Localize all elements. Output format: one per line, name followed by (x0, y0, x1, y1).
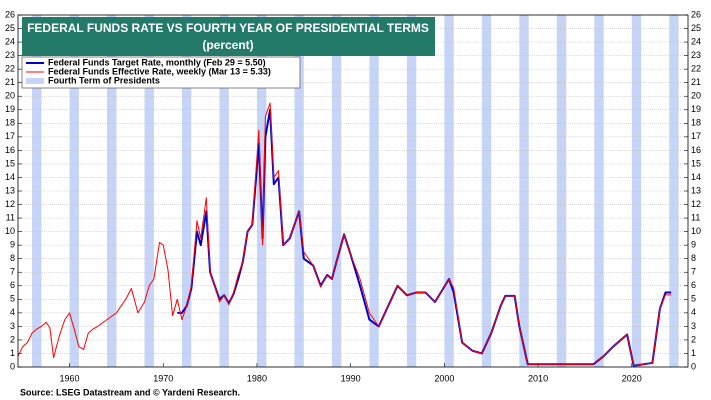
term-band (294, 15, 304, 367)
term-band (556, 15, 567, 367)
y2-tick-label: 11 (691, 212, 700, 222)
x-tick-label: 1970 (153, 373, 173, 383)
y2-tick-label: 6 (691, 280, 696, 290)
y-tick-label: 2 (10, 334, 15, 344)
y2-tick-label: 15 (691, 158, 701, 168)
term-band (107, 15, 117, 367)
y-tick-label: 21 (5, 77, 15, 87)
x-tick-label: 1990 (341, 373, 361, 383)
y2-tick-label: 18 (691, 118, 701, 128)
y2-tick-label: 20 (691, 91, 701, 101)
y2-tick-label: 23 (691, 50, 701, 60)
y-tick-label: 8 (10, 253, 15, 263)
x-tick-label: 1980 (247, 373, 267, 383)
y-tick-label: 9 (10, 240, 15, 250)
y2-tick-label: 19 (691, 104, 701, 114)
y2-tick-label: 25 (691, 23, 701, 33)
chart-title: FEDERAL FUNDS RATE VS FOURTH YEAR OF PRE… (27, 21, 429, 35)
y-tick-label: 10 (5, 226, 15, 236)
legend-label: Fourth Term of Presidents (48, 75, 160, 85)
term-band (144, 15, 154, 367)
y2-tick-label: 9 (691, 240, 696, 250)
y2-tick-label: 14 (691, 172, 701, 182)
y2-tick-label: 17 (691, 131, 701, 141)
legend-label: Federal Funds Target Rate, monthly (Feb … (48, 57, 266, 67)
y-tick-label: 22 (5, 64, 15, 74)
legend-label: Federal Funds Effective Rate, weekly (Ma… (48, 66, 271, 76)
y-tick-label: 1 (10, 348, 15, 358)
x-tick-label: 1960 (60, 373, 80, 383)
y-tick-label: 3 (10, 321, 15, 331)
y-tick-label: 5 (10, 294, 15, 304)
y-tick-label: 15 (5, 158, 15, 168)
y-tick-label: 20 (5, 91, 15, 101)
y2-tick-label: 8 (691, 253, 696, 263)
y2-tick-label: 7 (691, 267, 696, 277)
y-tick-label: 24 (5, 36, 15, 46)
title-box (22, 17, 435, 56)
y2-tick-label: 10 (691, 226, 701, 236)
y2-tick-label: 22 (691, 64, 701, 74)
y2-tick-label: 12 (691, 199, 701, 209)
y-tick-label: 25 (5, 23, 15, 33)
y-tick-label: 19 (5, 104, 15, 114)
y2-tick-label: 26 (691, 9, 701, 19)
y-tick-label: 23 (5, 50, 15, 60)
chart-subtitle: (percent) (202, 38, 253, 52)
y2-tick-label: 0 (691, 361, 696, 371)
y2-tick-label: 4 (691, 307, 696, 317)
y-tick-label: 0 (10, 361, 15, 371)
y2-tick-label: 16 (691, 145, 701, 155)
term-band (444, 15, 454, 367)
y-tick-label: 11 (6, 212, 15, 222)
series-line (17, 102, 672, 367)
y2-tick-label: 3 (691, 321, 696, 331)
y-tick-label: 13 (5, 185, 15, 195)
legend (21, 56, 301, 89)
y-tick-label: 16 (5, 145, 15, 155)
y2-tick-label: 21 (691, 77, 701, 87)
x-tick-label: 2020 (622, 373, 642, 383)
y-tick-label: 6 (10, 280, 15, 290)
term-band (406, 15, 417, 367)
source: Source: LSEG Datastream and © Yardeni Re… (20, 387, 240, 397)
y-tick-label: 14 (5, 172, 15, 182)
y-tick-label: 17 (5, 131, 15, 141)
plot-frame (17, 14, 689, 368)
y2-tick-label: 13 (691, 185, 701, 195)
y2-tick-label: 5 (691, 294, 696, 304)
y-tick-label: 26 (5, 9, 15, 19)
y-tick-label: 12 (5, 199, 15, 209)
y2-tick-label: 1 (691, 348, 696, 358)
y2-tick-label: 24 (691, 36, 701, 46)
y2-tick-label: 2 (691, 334, 696, 344)
y-tick-label: 4 (10, 307, 15, 317)
legend-swatch (26, 78, 44, 84)
y-tick-label: 18 (5, 118, 15, 128)
x-tick-label: 2010 (528, 373, 548, 383)
y-tick-label: 7 (10, 267, 15, 277)
x-tick-label: 2000 (434, 373, 454, 383)
term-band (669, 15, 679, 367)
